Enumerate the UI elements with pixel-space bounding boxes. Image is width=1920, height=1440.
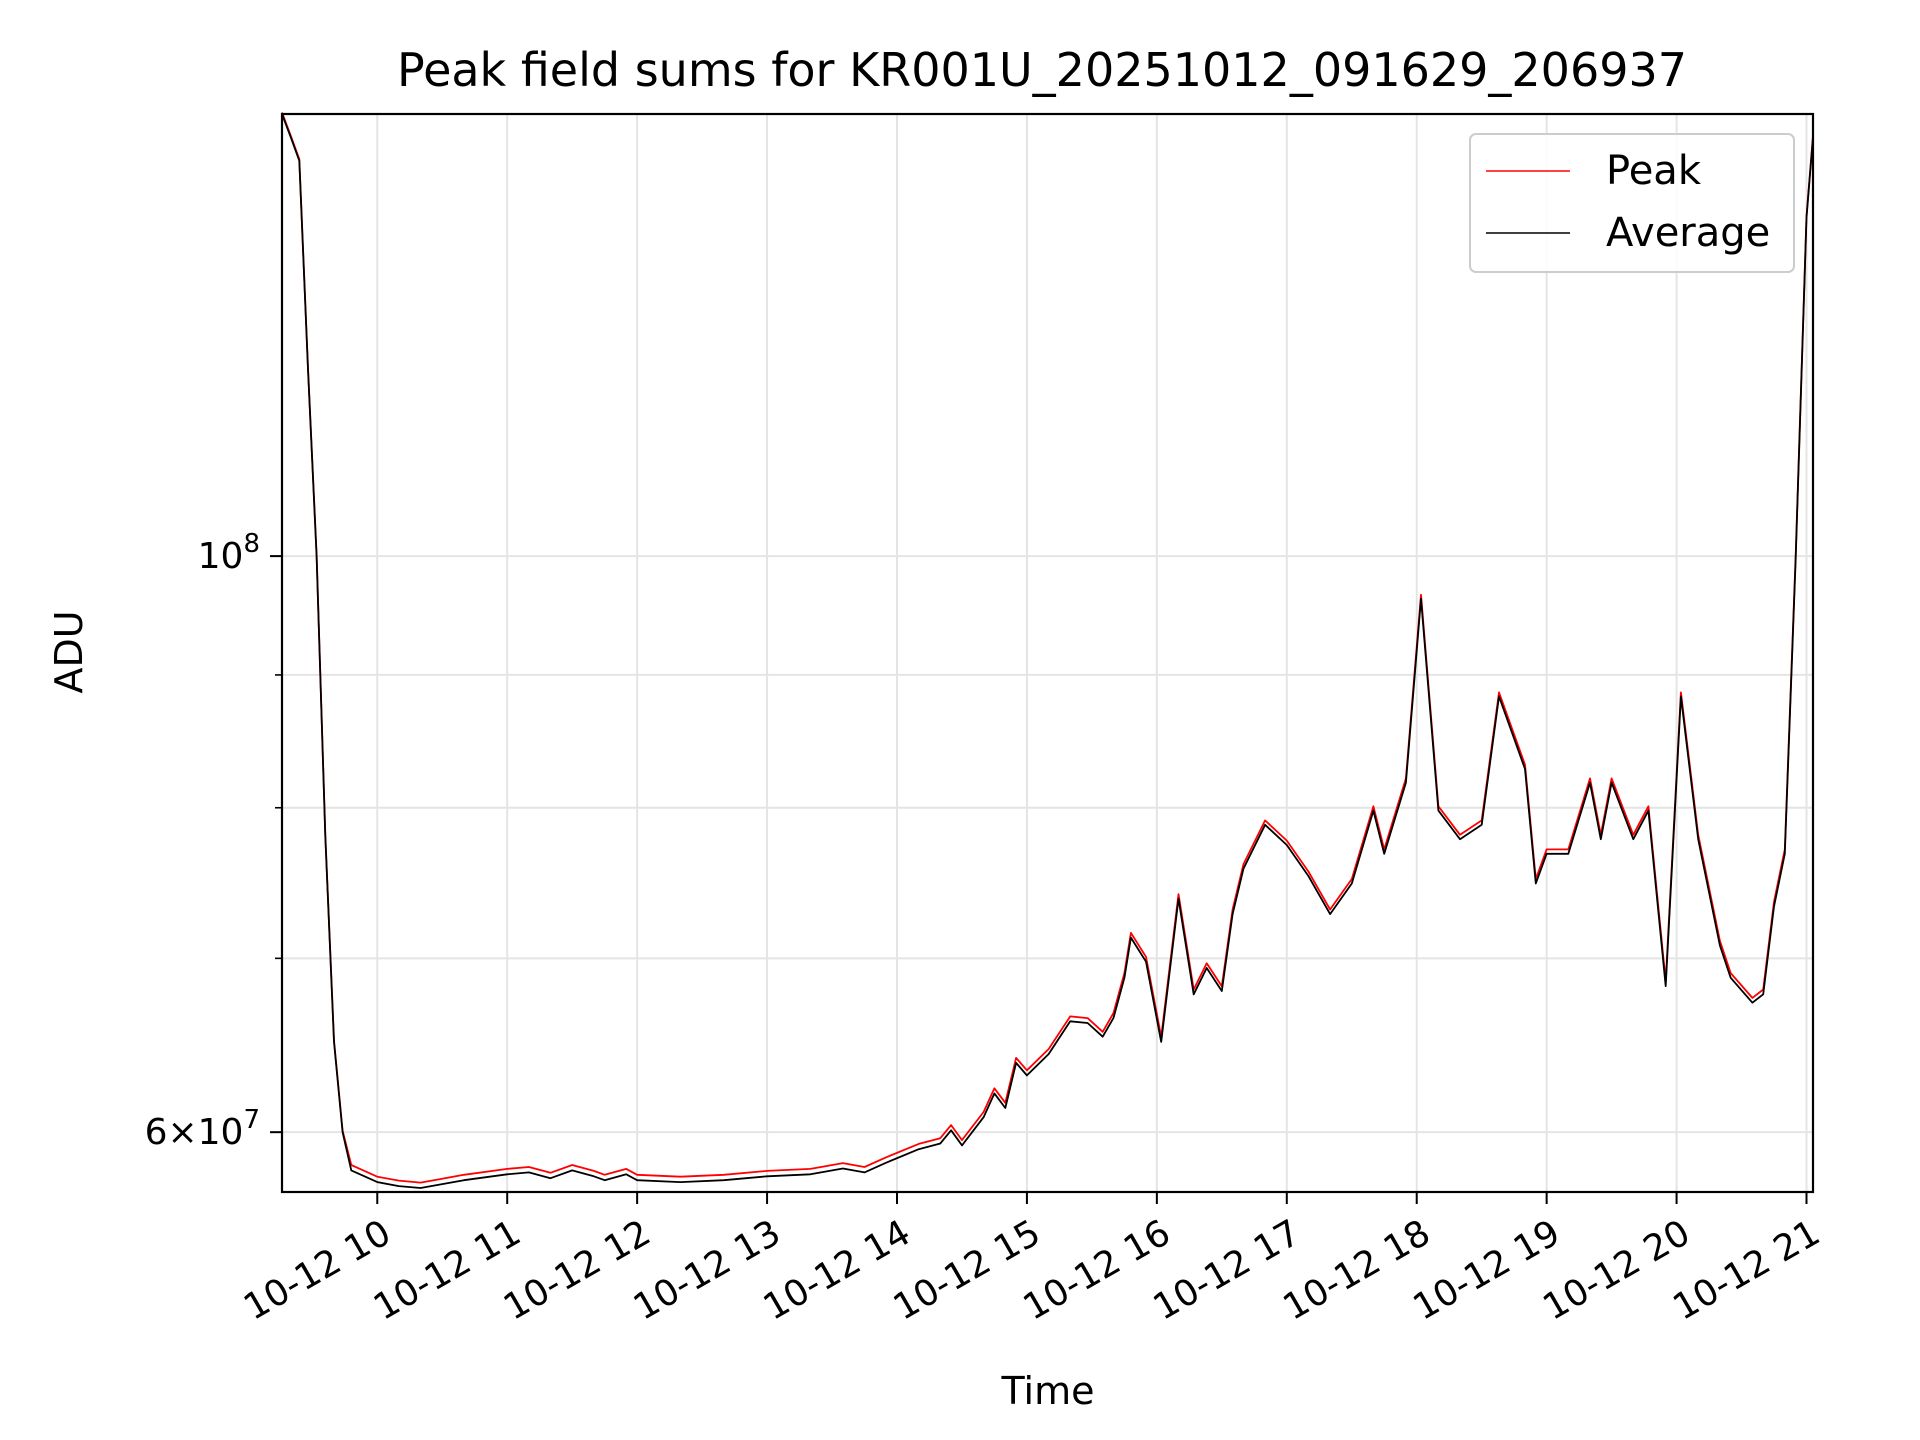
y-axis-label: ADU [47, 610, 91, 693]
chart-title: Peak field sums for KR001U_20251012_0916… [397, 43, 1687, 97]
y-tick-label: 108 [198, 529, 260, 577]
y-axis-ticks: 6×107 108 [145, 529, 282, 1153]
legend-box [1469, 133, 1795, 273]
plot-lines [281, 112, 1814, 1189]
series-line-average [281, 113, 1814, 1189]
legend-label-peak: Peak [1606, 148, 1702, 194]
plot-frame [280, 112, 1815, 1194]
x-axis-label: Time [1001, 1369, 1095, 1413]
legend: Peak Average [1469, 133, 1795, 273]
legend-label-average: Average [1606, 210, 1770, 256]
y-tick-label: 6×107 [145, 1105, 260, 1153]
grid [282, 114, 1813, 1192]
